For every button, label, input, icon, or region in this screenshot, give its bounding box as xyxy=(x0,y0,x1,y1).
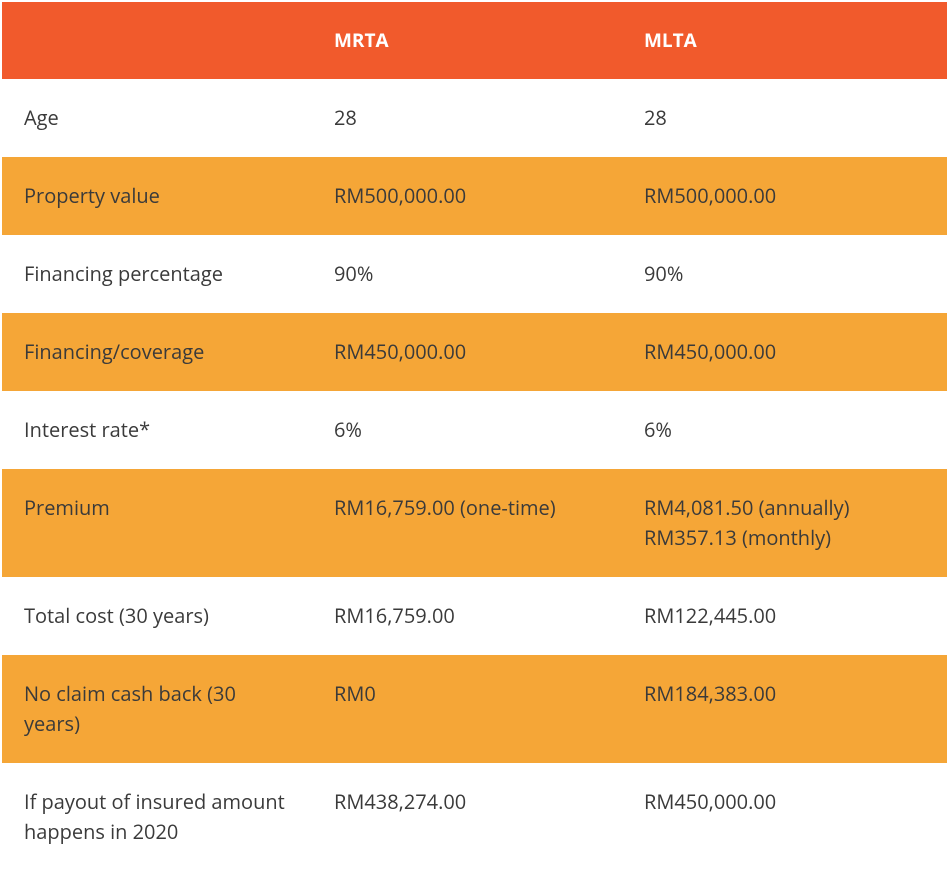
table-row: Interest rate*6%6% xyxy=(2,391,947,469)
row-mrta-value: 6% xyxy=(312,391,622,469)
table-row: Financing/coverageRM450,000.00RM450,000.… xyxy=(2,313,947,391)
row-mrta-value: RM16,759.00 xyxy=(312,577,622,655)
table-row: PremiumRM16,759.00 (one-time)RM4,081.50 … xyxy=(2,469,947,577)
table-body: Age2828Property valueRM500,000.00RM500,0… xyxy=(2,79,947,871)
table-row: If payout of insured amount happens in 2… xyxy=(2,763,947,871)
row-mrta-value: RM438,274.00 xyxy=(312,763,622,871)
row-label: Interest rate* xyxy=(2,391,312,469)
comparison-table: MRTA MLTA Age2828Property valueRM500,000… xyxy=(2,2,947,871)
row-label: No claim cash back (30 years) xyxy=(2,655,312,763)
row-label: Financing/coverage xyxy=(2,313,312,391)
row-label: Age xyxy=(2,79,312,157)
header-blank xyxy=(2,2,312,79)
header-mrta: MRTA xyxy=(312,2,622,79)
row-label: Financing percentage xyxy=(2,235,312,313)
table-row: Age2828 xyxy=(2,79,947,157)
row-mrta-value: 28 xyxy=(312,79,622,157)
row-mlta-value: RM450,000.00 xyxy=(622,313,947,391)
row-label: Property value xyxy=(2,157,312,235)
row-label: If payout of insured amount happens in 2… xyxy=(2,763,312,871)
row-mlta-value: RM122,445.00 xyxy=(622,577,947,655)
row-label: Total cost (30 years) xyxy=(2,577,312,655)
header-mlta: MLTA xyxy=(622,2,947,79)
table-row: Financing percentage90%90% xyxy=(2,235,947,313)
table-row: No claim cash back (30 years)RM0RM184,38… xyxy=(2,655,947,763)
row-mlta-value: 28 xyxy=(622,79,947,157)
table-header-row: MRTA MLTA xyxy=(2,2,947,79)
row-label: Premium xyxy=(2,469,312,577)
row-mlta-value: RM450,000.00 xyxy=(622,763,947,871)
row-mrta-value: RM450,000.00 xyxy=(312,313,622,391)
row-mrta-value: RM500,000.00 xyxy=(312,157,622,235)
row-mlta-value: RM184,383.00 xyxy=(622,655,947,763)
row-mrta-value: 90% xyxy=(312,235,622,313)
row-mlta-value: RM4,081.50 (annually) RM357.13 (monthly) xyxy=(622,469,947,577)
row-mlta-value: 6% xyxy=(622,391,947,469)
row-mrta-value: RM0 xyxy=(312,655,622,763)
table-row: Property valueRM500,000.00RM500,000.00 xyxy=(2,157,947,235)
table-row: Total cost (30 years)RM16,759.00RM122,44… xyxy=(2,577,947,655)
row-mlta-value: 90% xyxy=(622,235,947,313)
row-mrta-value: RM16,759.00 (one-time) xyxy=(312,469,622,577)
row-mlta-value: RM500,000.00 xyxy=(622,157,947,235)
